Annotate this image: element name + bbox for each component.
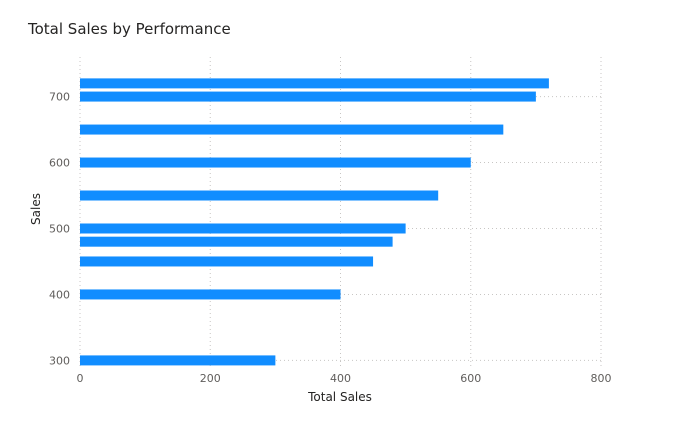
x-tick-label: 600 — [460, 372, 481, 385]
y-tick-label: 600 — [49, 157, 70, 170]
x-tick-label: 400 — [330, 372, 351, 385]
bar — [80, 289, 341, 300]
x-axis-title: Total Sales — [307, 390, 372, 404]
bar — [80, 78, 549, 89]
bar — [80, 236, 393, 247]
x-axis-ticks: 0 200 400 600 800 — [77, 372, 612, 385]
bar — [80, 190, 439, 201]
y-axis-title: Sales — [29, 193, 43, 225]
x-tick-label: 200 — [200, 372, 221, 385]
bar — [80, 223, 406, 234]
bar — [80, 124, 504, 135]
y-tick-label: 300 — [49, 354, 70, 367]
bar — [80, 91, 536, 102]
bar — [80, 355, 276, 366]
y-tick-label: 500 — [49, 222, 70, 235]
chart-title: Total Sales by Performance — [28, 20, 231, 38]
x-tick-label: 800 — [591, 372, 612, 385]
gridlines — [79, 57, 602, 367]
bar — [80, 157, 471, 168]
y-tick-label: 400 — [49, 288, 70, 301]
y-tick-label: 700 — [49, 91, 70, 104]
y-axis-ticks: 300 400 500 600 700 — [49, 91, 70, 368]
bars — [80, 78, 549, 366]
x-tick-label: 0 — [77, 372, 84, 385]
bar — [80, 256, 374, 267]
